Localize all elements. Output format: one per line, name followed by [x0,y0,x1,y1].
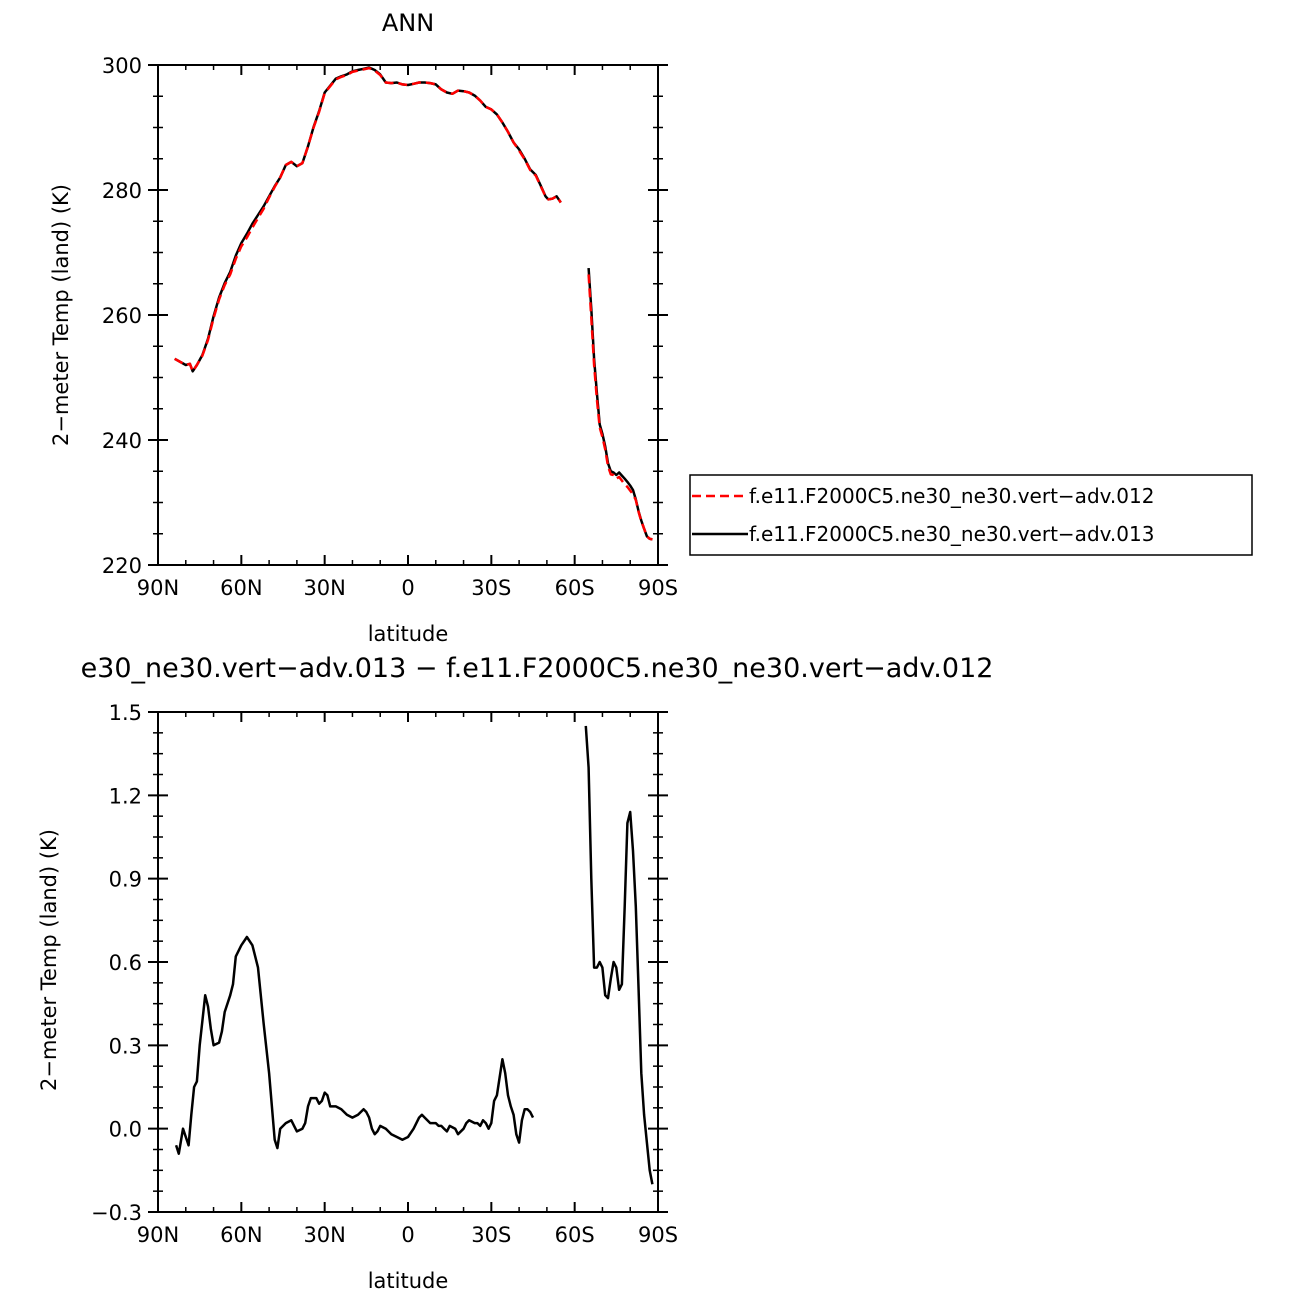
y-tick-label: 260 [102,304,142,328]
y-axis-label: 2−meter Temp (land) (K) [49,184,73,446]
series-line-0-segment-1 [584,725,654,1185]
x-tick-label: 90N [137,576,179,600]
x-tick-label: 60S [555,1223,595,1247]
series-line-0-segment-0 [174,66,562,373]
axis-ticks [148,64,668,566]
tick-labels: 90N 60N 30N 0 30S 60S 90S −0.3 0.0 0.3 0.6 0.9 1.2 1.… [91,701,678,1247]
legend: f.e11.F2000C5.ne30_ne30.vert−adv.012 f.e… [689,474,1253,556]
series-line-0-segment-1 [587,274,653,541]
x-tick-label: 60N [220,576,262,600]
x-tick-label: 0 [401,1223,414,1247]
legend-label-013: f.e11.F2000C5.ne30_ne30.vert−adv.013 [749,522,1154,546]
x-tick-label: 0 [401,576,414,600]
legend-box [689,474,1253,556]
y-tick-label: 0.3 [109,1034,142,1058]
y-axis-label: 2−meter Temp (land) (K) [37,829,61,1091]
y-tick-label: 0.6 [109,951,142,975]
y-tick-label: 0.0 [109,1118,142,1142]
y-tick-label: −0.3 [91,1201,142,1225]
series-layer [174,725,654,1185]
x-tick-label: 90S [638,576,678,600]
x-tick-label: 60N [220,1223,262,1247]
y-tick-label: 240 [102,429,142,453]
x-tick-label: 30S [471,1223,511,1247]
series-layer [174,66,653,541]
x-tick-label: 30N [303,1223,345,1247]
tick-labels: 90N 60N 30N 0 30S 60S 90S 220 240 260 280 300 [102,54,678,600]
y-tick-label: 300 [102,54,142,78]
legend-label-012: f.e11.F2000C5.ne30_ne30.vert−adv.012 [749,484,1154,508]
series-line-0-segment-0 [174,935,535,1155]
difference-panel: e30_ne30.vert−adv.013 − f.e11.F2000C5.ne… [37,653,993,1293]
series-line-1-segment-0 [174,66,562,373]
x-tick-label: 30S [471,576,511,600]
y-tick-label: 280 [102,179,142,203]
y-tick-label: 220 [102,554,142,578]
chart-title: ANN [382,9,434,37]
x-tick-label: 60S [555,576,595,600]
temperature-panel: ANN 90N 60N 30N 0 30S 60S 90S 220 240 260 280 300 l… [49,9,1253,646]
y-tick-label: 1.5 [109,701,142,725]
y-tick-label: 1.2 [109,784,142,808]
x-axis-label: latitude [368,622,449,646]
plot-frame [157,711,659,1213]
x-tick-label: 90N [137,1223,179,1247]
x-tick-label: 30N [303,576,345,600]
chart-title: e30_ne30.vert−adv.013 − f.e11.F2000C5.ne… [81,653,994,684]
y-tick-label: 0.9 [109,868,142,892]
plot-frame [157,64,659,566]
x-axis-label: latitude [368,1269,449,1293]
x-tick-label: 90S [638,1223,678,1247]
